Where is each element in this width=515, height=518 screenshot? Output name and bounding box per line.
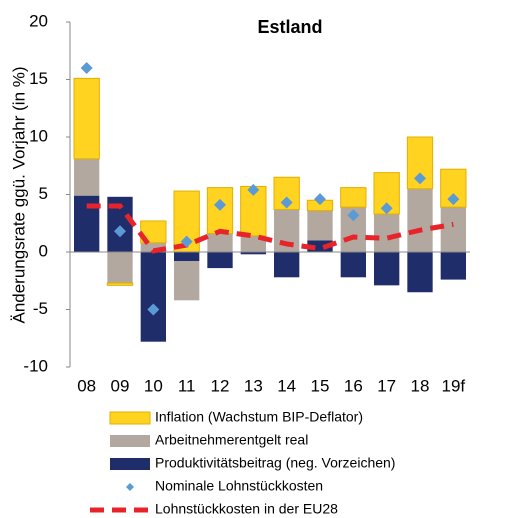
- legend-swatch: [126, 483, 134, 491]
- x-tick-label: 11: [178, 376, 196, 395]
- bar-segment: [274, 252, 300, 278]
- diamond: [414, 172, 426, 185]
- diamond: [80, 62, 93, 74]
- diamond: [380, 202, 393, 215]
- y-axis-label: Änderungsrate ggü. Vorjahr (in %): [9, 66, 28, 323]
- x-tick-label: 09: [111, 376, 130, 395]
- bar-segment: [107, 252, 133, 284]
- legend-swatch: [110, 435, 150, 447]
- legend-label: Nominale Lohnstückkosten: [155, 478, 323, 494]
- bar-segment: [374, 214, 400, 252]
- y-tick-label: -10: [23, 356, 48, 375]
- bar-segment: [440, 168, 467, 208]
- bar-segment: [440, 252, 466, 280]
- bar-segment: [307, 210, 333, 241]
- x-tick-label: 15: [311, 376, 330, 395]
- bar-segment: [207, 252, 233, 269]
- bar-segment: [207, 233, 233, 252]
- x-tick-label: 10: [144, 376, 163, 395]
- bar-segment: [340, 252, 366, 278]
- legend-label: Produktivitätsbeitrag (neg. Vorzeichen): [155, 455, 395, 471]
- y-tick-label: 10: [29, 126, 48, 145]
- diamond: [280, 196, 293, 209]
- legend-label: Inflation (Wachstum BIP-Deflator): [155, 409, 363, 425]
- legend-label: Arbeitnehmerentgelt real: [155, 432, 308, 448]
- diamond: [347, 209, 360, 222]
- bar-segment: [140, 242, 166, 252]
- diamond: [114, 225, 126, 238]
- diamond: [180, 235, 193, 248]
- legend-label: Lohnstückkosten in der EU28: [155, 501, 338, 517]
- line-series: [86, 203, 454, 254]
- bar-segment: [174, 252, 200, 262]
- x-tick-label: 17: [377, 376, 396, 395]
- x-tick-label: 12: [211, 376, 230, 395]
- x-tick-label: 14: [277, 376, 296, 395]
- diamond: [247, 183, 260, 196]
- x-tick-label: 13: [244, 376, 263, 395]
- x-tick-label: 08: [77, 376, 96, 395]
- bar-segment: [340, 187, 367, 208]
- legend-swatch: [110, 458, 150, 470]
- bar-segment: [374, 252, 400, 286]
- x-tick-label: 16: [344, 376, 363, 395]
- bar-segment: [74, 158, 100, 196]
- x-tick-label: 19f: [442, 376, 466, 395]
- bar-segment: [240, 252, 266, 255]
- y-tick-label: -5: [33, 299, 48, 318]
- diamond: [147, 303, 160, 316]
- y-tick-label: 0: [39, 241, 48, 260]
- chart-title: Estland: [257, 17, 322, 37]
- diamond: [214, 198, 226, 211]
- bar-segment: [106, 282, 134, 286]
- bar-segment: [407, 252, 433, 293]
- y-tick-label: 15: [29, 69, 48, 88]
- y-tick-label: 5: [39, 184, 48, 203]
- y-tick-label: 20: [29, 11, 48, 30]
- legend-swatch: [109, 411, 151, 425]
- bar-segment: [307, 240, 333, 252]
- bar-segment: [174, 261, 200, 301]
- diamond: [314, 193, 326, 206]
- bar-segment: [140, 252, 166, 342]
- bar-segment: [407, 188, 433, 252]
- bar-segment: [73, 77, 100, 160]
- diamond: [447, 193, 460, 206]
- x-tick-label: 18: [411, 376, 430, 395]
- bar-segment: [440, 207, 466, 252]
